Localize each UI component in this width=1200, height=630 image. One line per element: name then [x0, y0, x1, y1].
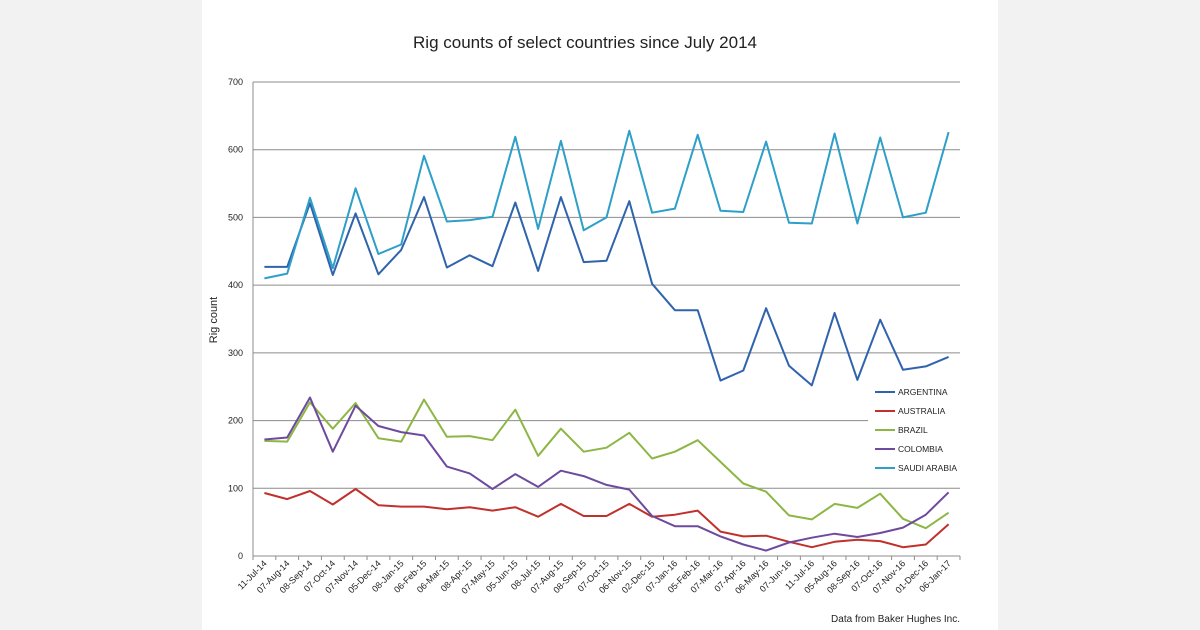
series-line-brazil — [264, 398, 950, 530]
legend-label: BRAZIL — [898, 425, 928, 435]
y-tick-label: 500 — [228, 212, 243, 222]
series-line-colombia — [264, 396, 950, 552]
chart-title: Rig counts of select countries since Jul… — [413, 33, 757, 52]
y-tick-label: 700 — [228, 77, 243, 87]
y-tick-label: 600 — [228, 145, 243, 155]
y-tick-label: 100 — [228, 483, 243, 493]
chart-card — [202, 0, 998, 630]
legend-label: AUSTRALIA — [898, 406, 946, 416]
legend-label: SAUDI ARABIA — [898, 463, 957, 473]
y-tick-label: 200 — [228, 416, 243, 426]
y-axis-label: Rig count — [208, 297, 220, 343]
series-line-australia — [264, 488, 950, 549]
series-line-saudi-arabia — [264, 129, 950, 280]
source-note: Data from Baker Hughes Inc. — [831, 614, 960, 625]
y-tick-label: 0 — [238, 551, 243, 561]
legend-label: COLOMBIA — [898, 444, 943, 454]
y-tick-label: 300 — [228, 348, 243, 358]
y-tick-label: 400 — [228, 280, 243, 290]
legend-label: ARGENTINA — [898, 387, 948, 397]
series-line-argentina — [264, 196, 949, 387]
